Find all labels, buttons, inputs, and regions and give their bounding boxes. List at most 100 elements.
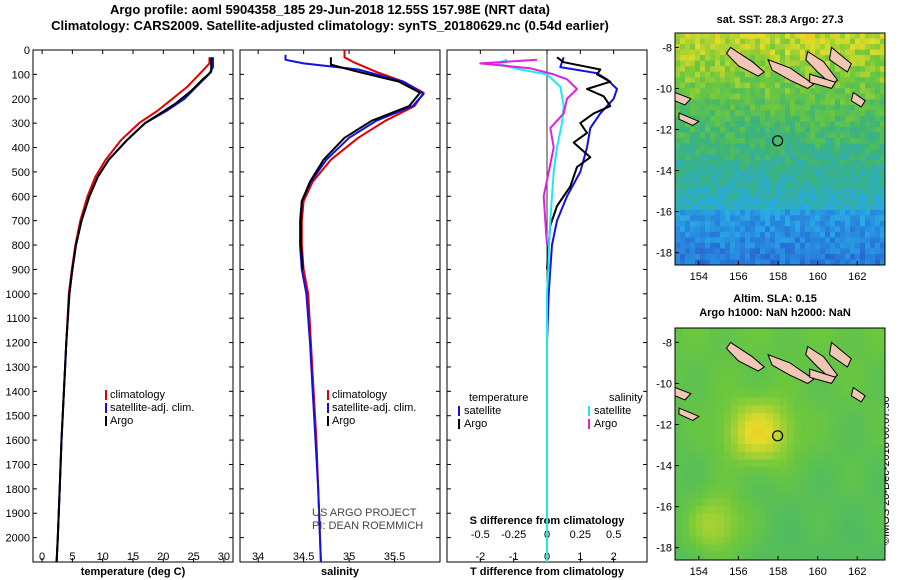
y-tick-label: 1000: [6, 289, 30, 301]
series-sal_satellite: [496, 58, 565, 562]
x-tick-label: 162: [848, 566, 866, 578]
figure-subtitle: Climatology: CARS2009. Satellite-adjuste…: [51, 18, 609, 33]
map-sla-map: 154 156 158 160 162 -8 -10 -12 -14 -16 -18 Altim. S…: [656, 293, 886, 578]
x2-tick-label: -0.5: [471, 529, 490, 541]
legend-label: Argo: [464, 418, 487, 430]
y-tick-label: 0: [24, 45, 30, 57]
map-sst-map: 154 156 158 160 162 -8 -10 -12 -14 -16 -18 sat. SST…: [656, 14, 886, 283]
x-tick-label: 35: [343, 551, 355, 563]
y-tick-label: 300: [12, 118, 30, 130]
series-group: [479, 56, 618, 562]
y-tick-label: 1700: [6, 459, 30, 471]
x-tick-label: 2: [611, 551, 617, 563]
legend-label: satellite: [464, 405, 501, 417]
map-frame: [674, 327, 886, 561]
x-tick-label: 160: [808, 271, 826, 283]
legend-label: climatology: [110, 389, 166, 401]
y-tick-label: 1400: [6, 386, 30, 398]
y-tick-label: 1200: [6, 338, 30, 350]
island-shape: [809, 368, 837, 384]
map-subtitle: Argo h1000: NaN h2000: NaN: [699, 307, 851, 319]
legend-title: temperature: [469, 392, 528, 404]
y-tick-label: -10: [656, 378, 672, 390]
y-tick-label: -12: [656, 419, 672, 431]
x-tick-label: 34.5: [293, 551, 314, 563]
x-tick-label: 160: [808, 566, 826, 578]
series-group: [55, 57, 214, 562]
y-tick-label: 1800: [6, 484, 30, 496]
island-shape: [767, 58, 815, 89]
x-tick-label: 5: [69, 551, 75, 563]
island-shape: [725, 341, 766, 372]
legend-label: Argo: [332, 415, 355, 427]
y-tick-label: 900: [12, 264, 30, 276]
annotation-label: US ARGO PROJECT: [312, 507, 417, 519]
island-shape: [850, 386, 866, 403]
figure-title: Argo profile: aoml 5904358_185 29-Jun-20…: [109, 2, 551, 17]
x-tick-label: 158: [769, 566, 787, 578]
x-tick-label: 1: [577, 551, 583, 563]
y-tick-label: 1900: [6, 508, 30, 520]
x-tick-label: -1: [509, 551, 519, 563]
y-tick-label: 1600: [6, 435, 30, 447]
float-marker: [772, 135, 784, 147]
legend-label: Argo: [594, 418, 617, 430]
legend-label: satellite: [594, 405, 631, 417]
map-title: sat. SST: 28.3 Argo: 27.3: [717, 14, 844, 26]
annotation-label: PI: DEAN ROEMMICH: [312, 520, 423, 532]
series-sal_argo: [479, 58, 578, 246]
y-tick-label: -18: [656, 248, 672, 260]
y-tick-label: 1100: [6, 313, 30, 325]
x-tick-label: 156: [729, 271, 747, 283]
x-tick-label: 158: [769, 271, 787, 283]
island-shape: [767, 353, 815, 384]
x-tick-label: 34: [252, 551, 264, 563]
island-shape: [675, 91, 692, 106]
x-tick-label: 154: [690, 271, 708, 283]
island-shape: [675, 386, 692, 401]
x2-tick-label: 0.5: [606, 529, 621, 541]
legend-label: satellite-adj. clim.: [332, 402, 416, 414]
series-argo: [546, 56, 612, 270]
island-shape: [725, 46, 766, 77]
island-shape: [850, 91, 866, 108]
island-shape: [828, 46, 852, 73]
map-frame: [674, 32, 886, 266]
y-tick-label: -10: [656, 83, 672, 95]
y-tick-label: -12: [656, 124, 672, 136]
x-tick-label: -2: [475, 551, 485, 563]
y-tick-label: -18: [656, 543, 672, 555]
y-tick-label: -14: [656, 461, 672, 473]
x-axis-label: salinity: [321, 566, 360, 578]
panel-frame: [239, 49, 441, 563]
island-shape: [678, 407, 700, 421]
y-tick-label: 400: [12, 143, 30, 155]
island-shape: [828, 341, 852, 368]
panel-temperature: 0100200300400500600700800900100011001200…: [6, 45, 234, 578]
x-tick-label: 162: [848, 271, 866, 283]
y-tick-label: -14: [656, 166, 672, 178]
float-marker: [772, 430, 784, 442]
map-field: [675, 33, 885, 265]
y-tick-label: -8: [662, 337, 672, 349]
y-tick-label: 800: [12, 240, 30, 252]
y-tick-label: -16: [656, 502, 672, 514]
island-shape: [809, 73, 837, 89]
x-tick-label: 15: [127, 551, 139, 563]
y-tick-label: -8: [662, 42, 672, 54]
legend-title: salinity: [609, 392, 643, 404]
x-tick-label: 25: [187, 551, 199, 563]
y-tick-label: 600: [12, 191, 30, 203]
legend-label: satellite-adj. clim.: [110, 402, 194, 414]
x-tick-label: 156: [729, 566, 747, 578]
y-tick-label: 200: [12, 94, 30, 106]
x-tick-label: 20: [157, 551, 169, 563]
x-axis-label: T difference from climatology: [470, 566, 625, 578]
series-argo: [299, 57, 421, 270]
y-tick-label: 2000: [6, 533, 30, 545]
x-tick-label: 35.5: [384, 551, 405, 563]
x2-tick-label: 0.25: [570, 529, 591, 541]
y-tick-label: 1500: [6, 411, 30, 423]
legend-label: Argo: [110, 415, 133, 427]
